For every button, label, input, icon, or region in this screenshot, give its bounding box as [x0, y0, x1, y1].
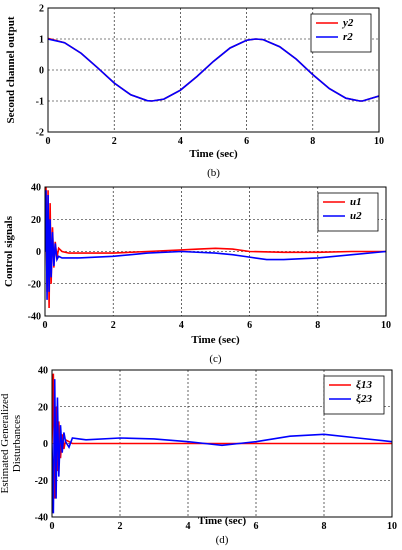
- x-tick-label: 8: [322, 521, 327, 532]
- y-tick-label: 20: [31, 215, 41, 226]
- legend-label: y2: [341, 17, 354, 29]
- x-tick-label: 6: [244, 136, 249, 147]
- plot-frame: [47, 7, 380, 133]
- series-line-1: [48, 38, 379, 102]
- plot-frame: [51, 369, 393, 518]
- y-tick-label: -20: [35, 476, 48, 487]
- legend-box: [310, 13, 372, 53]
- x-axis-label: Time (sec): [189, 148, 238, 160]
- x-tick-label: 4: [179, 320, 184, 331]
- x-tick-label: 8: [310, 136, 315, 147]
- panel-caption: (d): [216, 534, 229, 546]
- y-tick-label: 0: [43, 439, 48, 450]
- series-line-1: [45, 190, 386, 300]
- x-tick-label: 0: [43, 320, 48, 331]
- y-tick-label: -2: [36, 128, 44, 139]
- legend-label: ξ13: [356, 379, 372, 391]
- y-tick-label: -20: [28, 279, 41, 290]
- x-tick-label: 0: [46, 136, 51, 147]
- legend-label: u2: [350, 210, 362, 222]
- y-axis-label-line2: Disturbances: [11, 415, 23, 472]
- panel-caption: (c): [209, 353, 222, 365]
- y-tick-label: -40: [28, 312, 41, 323]
- x-tick-label: 2: [118, 521, 123, 532]
- legend-label: ξ23: [356, 393, 372, 405]
- x-axis-label: Time (sec): [198, 515, 247, 527]
- y-tick-label: 0: [36, 247, 41, 258]
- y-tick-label: 40: [38, 366, 48, 377]
- y-tick-label: 2: [39, 4, 44, 15]
- x-tick-label: 6: [247, 320, 252, 331]
- x-tick-label: 10: [374, 136, 384, 147]
- y-axis-label: Second channel output: [5, 16, 17, 123]
- x-tick-label: 0: [50, 521, 55, 532]
- series-line-1: [52, 379, 392, 514]
- y-tick-label: 40: [31, 183, 41, 194]
- y-axis-label: Control signals: [3, 215, 15, 287]
- legend-label: r2: [343, 31, 353, 43]
- y-tick-label: 1: [39, 35, 44, 46]
- plot-frame: [44, 186, 387, 317]
- x-tick-label: 6: [254, 521, 259, 532]
- y-tick-label: -40: [35, 513, 48, 524]
- x-tick-label: 2: [111, 320, 116, 331]
- y-tick-label: 20: [38, 402, 48, 413]
- legend-label: u1: [350, 196, 362, 208]
- x-tick-label: 4: [178, 136, 183, 147]
- x-tick-label: 10: [381, 320, 391, 331]
- x-axis-label: Time (sec): [191, 334, 240, 346]
- x-tick-label: 2: [112, 136, 117, 147]
- x-tick-label: 4: [186, 521, 191, 532]
- legend-box: [323, 375, 385, 415]
- y-axis-label-line1: Estimated Generalized: [0, 393, 11, 493]
- y-tick-label: -1: [36, 97, 44, 108]
- y-tick-label: 0: [39, 66, 44, 77]
- legend-box: [317, 192, 379, 232]
- x-tick-label: 10: [387, 521, 397, 532]
- x-tick-label: 8: [315, 320, 320, 331]
- panel-caption: (b): [207, 167, 220, 179]
